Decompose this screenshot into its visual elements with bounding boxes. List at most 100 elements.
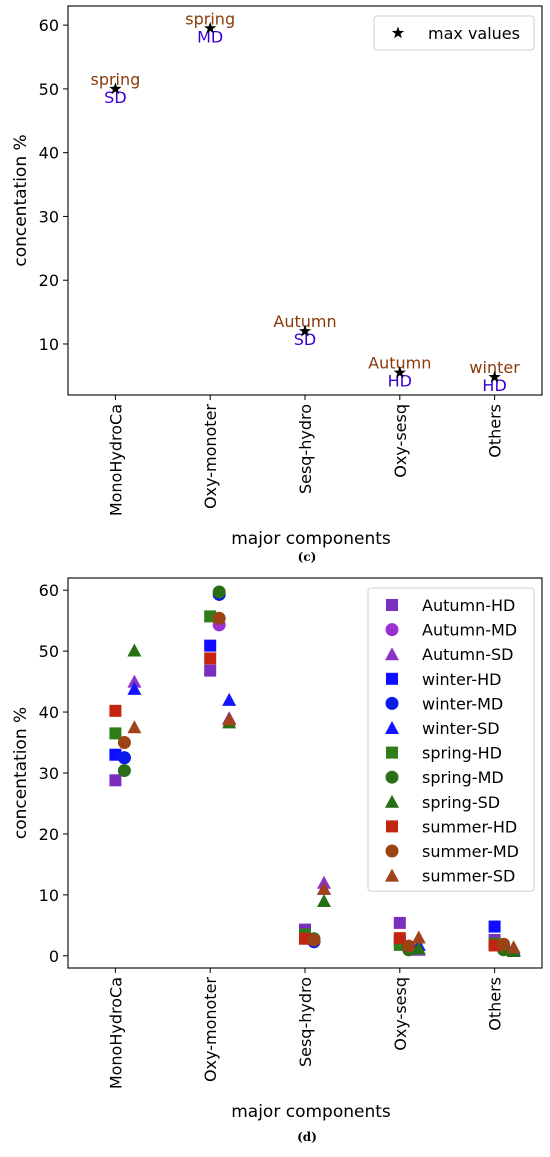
x-tick-label: Others xyxy=(486,404,505,458)
legend-marker xyxy=(385,647,399,661)
legend-label: spring-SD xyxy=(422,793,500,812)
data-point xyxy=(488,920,501,933)
data-point xyxy=(307,933,321,947)
legend-label: Autumn-HD xyxy=(422,596,515,615)
data-point xyxy=(393,916,406,929)
data-point xyxy=(222,692,237,706)
panel-label: (c) xyxy=(298,550,317,564)
legend-label: winter-MD xyxy=(422,694,503,713)
legend-label: spring-MD xyxy=(422,768,504,787)
legend-box xyxy=(367,587,535,892)
y-tick-label: 20 xyxy=(39,825,59,844)
data-point xyxy=(127,681,142,695)
legend-label: summer-SD xyxy=(422,867,515,886)
season-label: Autumn xyxy=(273,312,336,331)
distance-label: SD xyxy=(294,330,316,349)
y-axis-label: concentation % xyxy=(11,134,31,266)
distance-label: HD xyxy=(482,376,506,395)
season-label: winter xyxy=(469,358,520,377)
y-tick-label: 0 xyxy=(49,947,59,966)
chart-panel-c: 10 20 30 40 50 60 MonoHydroCa Oxy-monoter Sesq-h… xyxy=(11,5,543,564)
chart-panel-d: 0 10 20 30 40 50 60 MonoHydroCa Oxy-monoter Sesq-… xyxy=(11,577,543,1144)
legend-label: summer-MD xyxy=(422,842,519,861)
legend-label: winter-SD xyxy=(422,719,500,738)
data-point xyxy=(506,940,521,954)
x-tick-label: MonoHydroCa xyxy=(106,404,125,516)
legend-label: max values xyxy=(428,24,520,43)
legend-marker xyxy=(386,672,398,685)
legend-marker xyxy=(386,820,398,833)
data-point xyxy=(497,937,511,951)
legend-label: Autumn-SD xyxy=(422,645,513,664)
data-point xyxy=(127,720,142,734)
y-tick-label: 40 xyxy=(39,703,59,722)
max-value-point xyxy=(393,366,406,378)
x-axis-label: major components xyxy=(231,1102,391,1122)
legend-marker xyxy=(385,623,399,637)
season-label: Autumn xyxy=(368,354,431,373)
data-point xyxy=(117,751,131,765)
data-point xyxy=(117,764,131,778)
data-point xyxy=(402,939,416,953)
data-point xyxy=(204,664,217,677)
data-point xyxy=(411,930,426,944)
x-tick-label: Oxy-sesq xyxy=(391,404,410,478)
data-point xyxy=(212,585,226,599)
y-tick-label: 50 xyxy=(39,80,59,99)
y-tick-label: 60 xyxy=(39,16,59,35)
legend-marker xyxy=(385,868,399,882)
y-tick-label: 10 xyxy=(39,335,59,354)
legend-marker xyxy=(386,599,398,611)
y-axis-label: concentation % xyxy=(11,707,31,839)
y-tick-label: 30 xyxy=(39,764,59,783)
x-tick-label: Sesq-hydro xyxy=(296,404,315,494)
max-value-point xyxy=(298,324,312,337)
y-tick-label: 30 xyxy=(39,207,59,226)
data-point xyxy=(222,712,237,726)
max-value-point xyxy=(109,82,122,95)
data-point xyxy=(109,704,122,717)
x-tick-label: Oxy-monoter xyxy=(201,404,220,509)
data-point xyxy=(127,674,142,688)
distance-label: MD xyxy=(197,27,223,46)
data-point xyxy=(317,893,331,907)
legend-marker xyxy=(385,696,399,710)
legend-marker xyxy=(385,770,399,784)
x-tick-label: Sesq-hydro xyxy=(296,977,315,1067)
y-tick-label: 20 xyxy=(39,271,59,290)
x-tick-label: Oxy-sesq xyxy=(391,977,410,1051)
season-label: spring xyxy=(185,9,235,28)
data-point xyxy=(317,881,331,895)
y-tick-label: 10 xyxy=(39,886,59,905)
data-point xyxy=(204,652,217,665)
legend-label: summer-HD xyxy=(422,817,517,836)
distance-label: HD xyxy=(388,372,412,391)
x-tick-label: Others xyxy=(486,977,505,1031)
legend-marker-star xyxy=(391,26,405,39)
data-point xyxy=(393,932,406,945)
data-point xyxy=(109,727,122,740)
legend-marker xyxy=(385,794,399,808)
data-point xyxy=(117,736,131,750)
x-tick-label: Oxy-monoter xyxy=(201,977,220,1082)
data-point xyxy=(127,643,142,657)
legend: max values xyxy=(373,15,535,51)
data-point xyxy=(109,774,122,787)
legend-box xyxy=(373,15,535,51)
data-point xyxy=(411,941,426,955)
max-value-point xyxy=(204,21,217,34)
distance-label: SD xyxy=(104,88,126,107)
y-tick-label: 60 xyxy=(39,581,59,600)
legend-marker xyxy=(386,746,398,759)
season-label: spring xyxy=(90,70,140,89)
data-point xyxy=(212,611,226,625)
legend-label: winter-HD xyxy=(422,670,501,689)
data-point xyxy=(204,639,217,652)
legend-label: spring-HD xyxy=(422,744,502,763)
legend-marker xyxy=(385,844,399,858)
x-axis-label: major components xyxy=(231,529,391,549)
x-tick-label: MonoHydroCa xyxy=(106,977,125,1089)
panel-label: (d) xyxy=(297,1130,317,1144)
